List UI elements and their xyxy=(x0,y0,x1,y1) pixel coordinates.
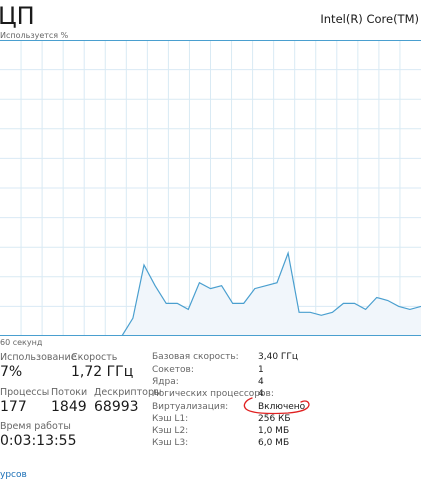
spec-value-logical-processors: 4 xyxy=(258,389,264,399)
cpu-usage-area xyxy=(121,253,421,336)
utilization-value: 7% xyxy=(0,364,23,380)
spec-label-logical-processors: Логических процессоров: xyxy=(152,389,274,399)
handles-label: Дескрипторы xyxy=(94,387,162,398)
cpu-model-name: Intel(R) Core(TM) xyxy=(320,12,419,26)
utilization-label: Использование xyxy=(0,352,77,363)
threads-label: Потоки xyxy=(51,387,88,398)
spec-label-l3-cache: Кэш L3: xyxy=(152,438,189,448)
processes-value: 177 xyxy=(0,399,27,415)
cpu-usage-line xyxy=(121,250,421,336)
processes-link[interactable]: урсов xyxy=(0,470,27,480)
handles-value: 68993 xyxy=(94,399,139,415)
spec-label-sockets: Сокетов: xyxy=(152,365,194,375)
speed-value: 1,72 ГГц xyxy=(71,364,134,380)
threads-value: 1849 xyxy=(51,399,87,415)
spec-label-base-speed: Базовая скорость: xyxy=(152,352,239,362)
spec-value-sockets: 1 xyxy=(258,365,264,375)
spec-label-cores: Ядра: xyxy=(152,377,179,387)
red-annotation-mark xyxy=(243,397,310,415)
cpu-usage-graph xyxy=(0,40,421,336)
graph-time-label: 60 секунд xyxy=(0,338,43,347)
spec-value-l1-cache: 256 КБ xyxy=(258,414,291,424)
page-title: ЦП xyxy=(0,2,35,30)
processes-label: Процессы xyxy=(0,387,50,398)
uptime-label: Время работы xyxy=(0,421,71,432)
spec-label-l1-cache: Кэш L1: xyxy=(152,414,189,424)
graph-y-label: Используется % xyxy=(0,31,69,40)
speed-label: Скорость xyxy=(71,352,118,363)
spec-value-base-speed: 3,40 ГГц xyxy=(258,352,299,362)
spec-value-l3-cache: 6,0 МБ xyxy=(258,438,290,448)
spec-label-l2-cache: Кэш L2: xyxy=(152,426,189,436)
spec-value-virtualization: Включено xyxy=(258,402,306,412)
spec-value-l2-cache: 1,0 МБ xyxy=(258,426,290,436)
uptime-value: 0:03:13:55 xyxy=(0,433,77,449)
spec-value-cores: 4 xyxy=(258,377,264,387)
spec-label-virtualization: Виртуализация: xyxy=(152,402,229,412)
